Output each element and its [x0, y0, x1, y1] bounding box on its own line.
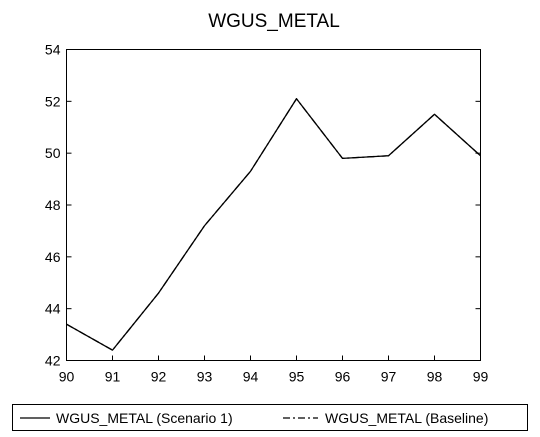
- legend-label-baseline: WGUS_METAL (Baseline): [325, 410, 488, 426]
- x-tick-label: 90: [59, 369, 75, 385]
- x-tick-label: 95: [289, 369, 305, 385]
- y-axis: 42 44 46 48 50 52 54: [45, 42, 481, 369]
- y-tick-label: 54: [45, 42, 61, 58]
- series-layer: [66, 98, 481, 351]
- series-line-scenario-1: [66, 98, 481, 351]
- x-tick-label: 97: [381, 369, 397, 385]
- y-tick-label: 50: [45, 145, 61, 161]
- legend-label-scenario: WGUS_METAL (Scenario 1): [56, 410, 233, 426]
- legend-box: [12, 404, 528, 431]
- y-tick-label: 44: [45, 301, 61, 317]
- x-tick-label: 91: [105, 369, 121, 385]
- x-tick-label: 93: [197, 369, 213, 385]
- plot-frame: [66, 49, 481, 361]
- x-axis: 90 91 92 93 94 95 96 97 98 99: [59, 355, 489, 385]
- y-tick-label: 52: [45, 93, 61, 109]
- y-tick-label: 48: [45, 197, 61, 213]
- x-tick-label: 98: [427, 369, 443, 385]
- legend: WGUS_METAL (Scenario 1) WGUS_METAL (Base…: [12, 404, 528, 431]
- x-tick-label: 94: [243, 369, 259, 385]
- series-line-baseline: [66, 98, 481, 351]
- chart-title: WGUS_METAL: [208, 11, 340, 32]
- x-tick-label: 96: [335, 369, 351, 385]
- x-tick-label: 99: [473, 369, 489, 385]
- y-tick-label: 46: [45, 249, 61, 265]
- y-tick-label: 42: [45, 353, 61, 369]
- x-tick-label: 92: [151, 369, 167, 385]
